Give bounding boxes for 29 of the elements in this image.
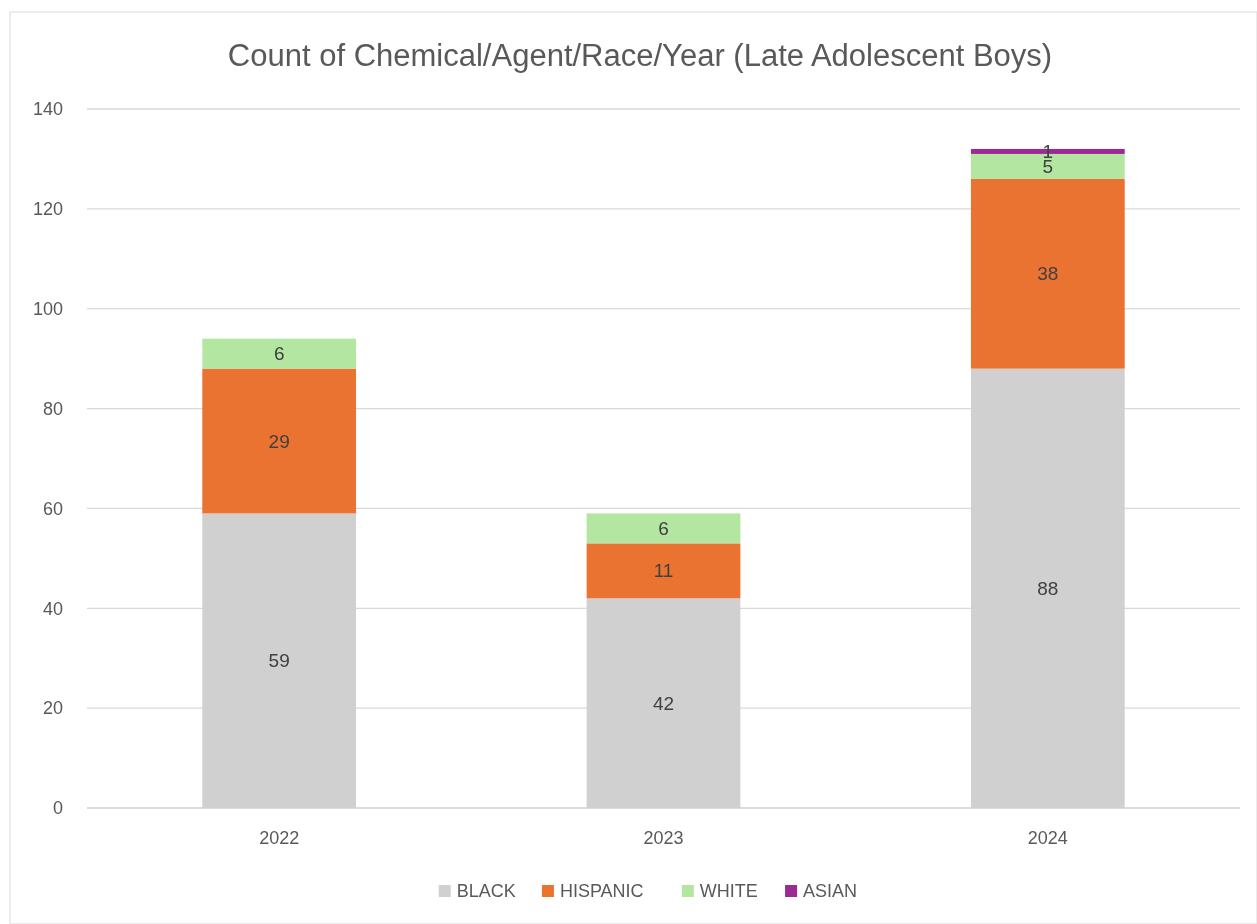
y-tick-label: 60 xyxy=(42,498,63,519)
data-label: 6 xyxy=(658,518,669,540)
y-tick-label: 40 xyxy=(42,598,63,619)
data-label: 88 xyxy=(1037,577,1059,599)
y-tick-label: 20 xyxy=(42,698,63,719)
data-label: 38 xyxy=(1037,263,1059,285)
x-tick-label: 2023 xyxy=(643,828,684,849)
bar xyxy=(970,178,1125,369)
bar xyxy=(202,368,357,514)
legend-label: WHITE xyxy=(699,881,758,902)
data-label: 11 xyxy=(653,560,674,582)
bar xyxy=(586,513,741,544)
bar xyxy=(586,543,741,599)
bar xyxy=(202,338,357,369)
data-label: 6 xyxy=(273,343,285,365)
legend-label: ASIAN xyxy=(803,881,858,902)
y-tick-label: 0 xyxy=(52,798,63,819)
data-label: 59 xyxy=(268,650,290,672)
y-tick-label: 100 xyxy=(32,299,63,320)
y-tick-label: 120 xyxy=(32,199,63,220)
x-tick-label: 2024 xyxy=(1027,828,1068,849)
y-tick-label: 80 xyxy=(42,398,63,419)
data-label: 29 xyxy=(268,430,290,452)
y-tick-label: 140 xyxy=(32,99,63,120)
legend-label: BLACK xyxy=(456,881,516,902)
chart-title: Count of Chemical/Agent/Race/Year (Late Adolescent Boys) xyxy=(227,37,1053,73)
data-label: 42 xyxy=(652,692,675,714)
legend-label: HISPANIC xyxy=(559,881,644,902)
x-tick-label: 2022 xyxy=(259,828,300,849)
